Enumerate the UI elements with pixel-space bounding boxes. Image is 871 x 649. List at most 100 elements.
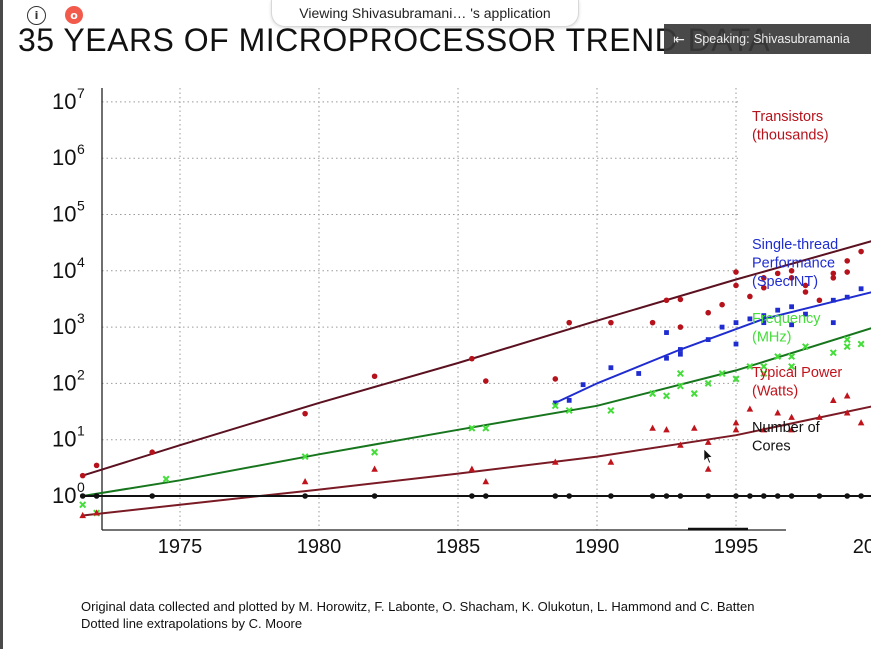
data-point [607,458,615,465]
data-point [649,390,657,398]
data-point [733,282,739,289]
series-label: Frequency [752,311,821,327]
data-point [663,297,670,304]
data-point [858,493,864,499]
data-point [719,301,725,308]
data-point [761,320,767,326]
data-point [663,426,670,433]
data-point [662,392,671,400]
x-tick-label: 1975 [158,536,203,558]
data-marks [79,248,865,519]
data-point [608,493,614,499]
info-icon[interactable]: i [27,6,46,25]
data-point [302,493,308,499]
data-point [830,396,837,403]
series-label: (Watts) [752,384,798,400]
data-point [774,270,781,277]
data-point [371,493,378,499]
data-point [482,478,490,485]
data-point [746,405,754,412]
data-point [844,493,850,499]
data-point [676,382,684,390]
data-point [664,330,669,335]
data-point [79,493,86,499]
data-point [371,465,378,472]
x-tick-label: 2000 [853,536,871,558]
record-icon[interactable]: o [65,6,83,24]
data-point [566,319,572,326]
data-point [844,294,850,300]
data-point [761,493,767,499]
data-point [802,289,809,295]
data-point [789,322,794,328]
data-point [788,413,795,420]
y-tick-label: 10 [52,89,76,114]
active-speaker-bar[interactable]: ⇤ Speaking: Shivasubramania [664,24,871,54]
y-tick-label: 10 [52,370,76,395]
data-point [829,349,837,357]
data-point [371,373,378,380]
data-point [733,320,739,326]
x-tick-label: 1980 [297,536,342,558]
data-point [761,284,767,291]
slide-title: 35 YEARS OF MICROPROCESSOR TREND DATA [18,22,771,58]
series-label: Single-thread [752,237,838,253]
data-point [843,336,851,344]
y-tick-exponent: 4 [77,254,85,270]
data-point [552,400,558,406]
data-point [803,311,808,317]
y-tick-exponent: 6 [77,141,85,157]
data-point [733,269,739,275]
legend-labels: Transistors (thousands) Single-thread Perfo… [703,109,842,464]
data-point [705,493,711,499]
chart-grid [102,88,740,530]
series-label: Transistors [752,109,823,125]
data-point [789,304,794,310]
x-tick-label: 1985 [436,536,481,558]
data-point [678,351,683,357]
credit-line-2: Dotted line extrapolations by C. Moore [81,616,303,631]
data-point [162,475,170,483]
data-point [482,424,490,432]
data-point [774,409,781,416]
x-tick-label: 1995 [714,536,759,558]
data-point [733,493,739,499]
data-point [565,407,573,415]
data-point [760,369,768,377]
data-point [649,424,656,431]
data-point [566,397,572,403]
data-point [608,365,614,371]
y-tick-label: 10 [52,258,76,283]
y-tick-exponent: 3 [77,310,85,326]
data-point [608,319,614,326]
data-point [761,275,767,281]
collapse-arrow-icon[interactable]: ⇤ [673,30,685,47]
data-point [468,465,476,472]
data-point [719,324,725,330]
y-tick-exponent: 1 [77,423,85,439]
series-label: (thousands) [752,128,829,144]
data-point [732,426,740,433]
mouse-cursor-icon [703,448,713,464]
series-label: (SpecINT) [752,274,818,290]
data-point [552,493,559,499]
series-label: Number of [752,420,821,436]
data-point [858,248,864,255]
data-point [843,343,851,351]
y-tick-exponent: 2 [77,366,85,382]
trend-line [554,291,871,404]
y-tick-label: 10 [52,202,76,227]
data-point [732,375,740,383]
data-point [816,413,823,420]
data-point [775,307,781,313]
data-point [746,362,754,370]
active-speaker-label: Speaking: Shivasubramania [694,32,850,46]
data-point [607,407,615,415]
data-point [830,297,836,303]
screen-share-banner[interactable]: Viewing Shivasubramani… 's application [271,0,579,27]
data-point [301,453,309,461]
data-point [830,275,837,281]
series-label: (MHz) [752,330,791,346]
data-point [704,465,712,472]
